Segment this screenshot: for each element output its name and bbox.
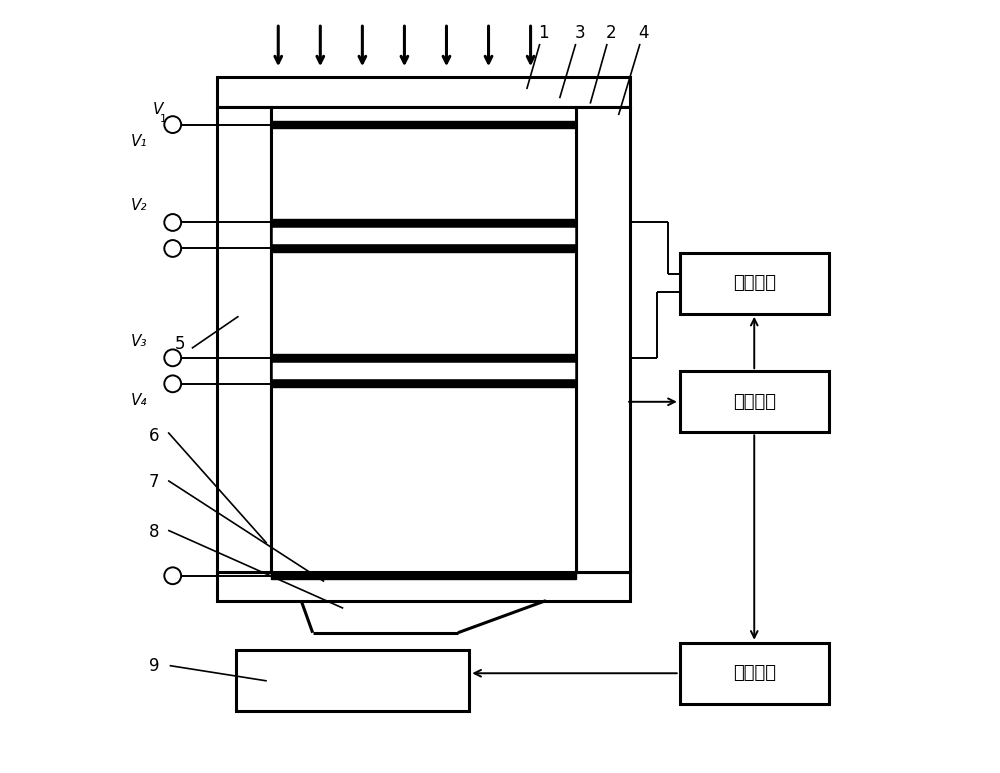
Bar <box>271 226 576 245</box>
Bar <box>271 361 576 380</box>
Bar <box>576 107 630 571</box>
Text: 1: 1 <box>160 114 167 124</box>
Bar <box>271 245 576 252</box>
Text: V₄: V₄ <box>131 393 147 408</box>
Bar <box>271 572 576 579</box>
Text: 4: 4 <box>639 24 649 43</box>
Bar <box>680 371 829 432</box>
Bar <box>680 253 829 314</box>
Text: 触发电路: 触发电路 <box>733 393 776 410</box>
Bar <box>576 107 630 571</box>
Text: 脉冲电源: 脉冲电源 <box>733 274 776 292</box>
Bar <box>271 219 576 226</box>
Text: 7: 7 <box>149 473 160 491</box>
Bar <box>271 361 576 380</box>
Bar <box>217 77 630 107</box>
Text: 1: 1 <box>538 24 549 43</box>
Bar <box>271 107 576 571</box>
Bar <box>680 642 829 704</box>
Text: 3: 3 <box>574 24 585 43</box>
Text: 2: 2 <box>606 24 616 43</box>
Bar <box>217 77 630 107</box>
Text: 5: 5 <box>175 335 186 353</box>
Bar <box>271 354 576 361</box>
Text: 控制电路: 控制电路 <box>733 664 776 683</box>
Text: 8: 8 <box>149 523 160 541</box>
Bar <box>217 571 630 601</box>
Text: V₂: V₂ <box>131 198 147 213</box>
Bar <box>217 107 271 571</box>
Bar <box>217 571 630 601</box>
Text: 6: 6 <box>149 427 160 445</box>
Text: 9: 9 <box>149 656 160 675</box>
Bar <box>271 121 576 128</box>
Bar <box>217 107 271 571</box>
Text: V₃: V₃ <box>131 333 147 349</box>
Text: V₁: V₁ <box>131 134 147 149</box>
Bar <box>271 226 576 245</box>
Bar <box>236 650 469 711</box>
Text: V: V <box>153 102 163 117</box>
Bar <box>271 380 576 387</box>
